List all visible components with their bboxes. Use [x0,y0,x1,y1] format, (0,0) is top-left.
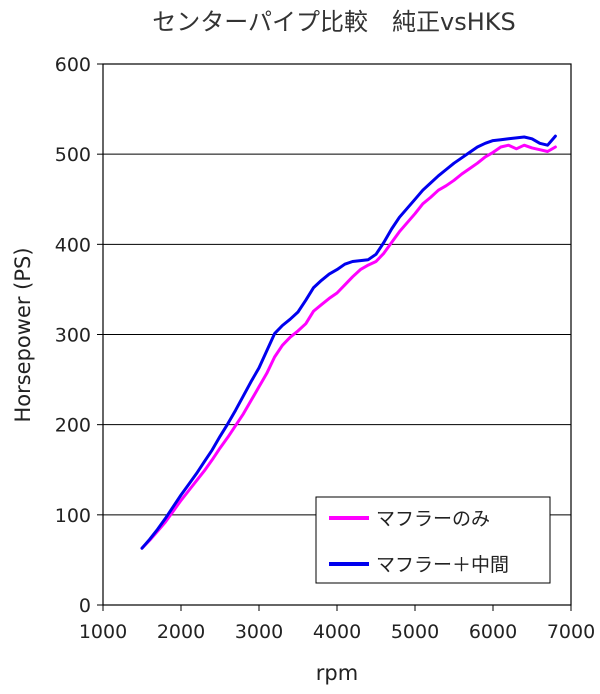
series-line-2 [140,134,557,550]
x-tick-label-0: 1000 [79,621,127,643]
y-tick-label-1: 100 [55,505,91,527]
y-tick-label-2: 200 [55,415,91,437]
x-tick-label-3: 4000 [313,621,361,643]
chart-title: センターパイプ比較 純正vsHKS [152,8,516,36]
x-tick-labels: 1000 2000 3000 4000 5000 6000 7000 [79,605,595,643]
x-tick-label-1: 2000 [157,621,205,643]
x-tick-label-4: 5000 [391,621,439,643]
legend-box [315,496,551,584]
y-tick-label-3: 300 [55,325,91,347]
x-tick-label-2: 3000 [235,621,283,643]
series-line-1 [140,143,557,550]
legend: マフラーのみ マフラー＋中間 [315,496,551,584]
series-lines [140,134,557,550]
grid-lines [103,153,571,516]
x-axis-label: rpm [316,661,358,685]
y-tick-label-0: 0 [79,595,91,617]
y-tick-label-6: 600 [55,54,91,76]
x-tick-label-5: 6000 [469,621,517,643]
y-tick-labels: 0 100 200 300 400 500 600 [55,54,103,617]
x-tick-label-6: 7000 [547,621,595,643]
y-tick-label-5: 500 [55,144,91,166]
y-tick-label-4: 400 [55,234,91,256]
legend-label-series-2: マフラー＋中間 [376,554,509,576]
y-axis-label: Horsepower (PS) [11,247,35,422]
legend-label-series-1: マフラーのみ [376,508,490,530]
